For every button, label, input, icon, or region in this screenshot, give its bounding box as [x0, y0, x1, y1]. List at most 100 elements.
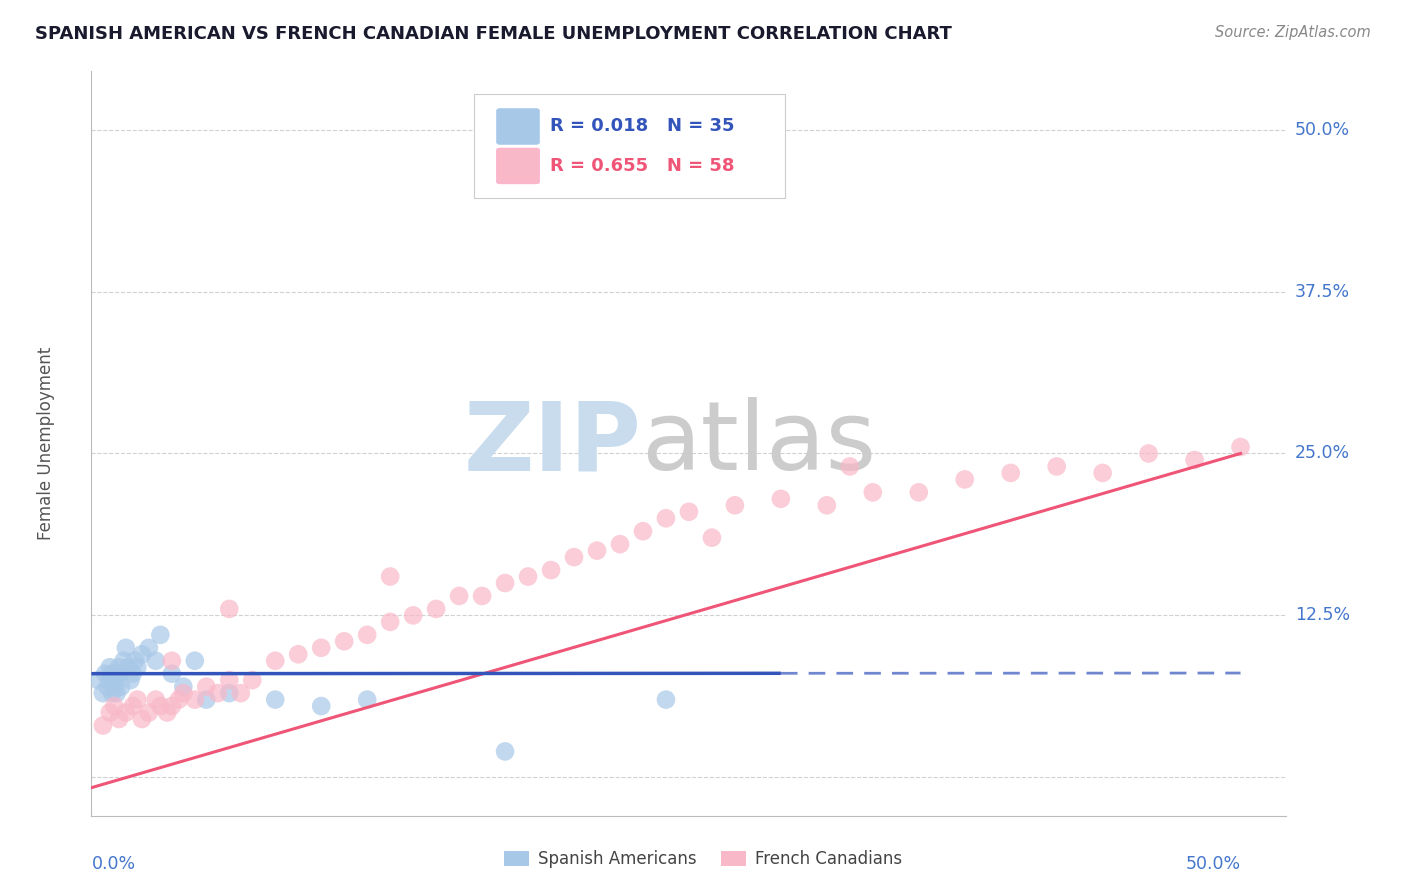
Point — [160, 666, 183, 681]
Point — [309, 699, 332, 714]
Point — [356, 692, 378, 706]
Point — [145, 654, 167, 668]
Point — [172, 686, 194, 700]
Point — [103, 673, 125, 688]
Point — [115, 640, 138, 655]
FancyBboxPatch shape — [496, 109, 540, 145]
Point — [449, 589, 471, 603]
Point — [138, 706, 160, 720]
Text: 37.5%: 37.5% — [1295, 283, 1350, 301]
Point — [655, 511, 678, 525]
Point — [1184, 453, 1206, 467]
Point — [108, 712, 131, 726]
Point — [378, 615, 402, 629]
Point — [586, 543, 609, 558]
Text: 12.5%: 12.5% — [1295, 607, 1350, 624]
Point — [131, 712, 153, 726]
FancyBboxPatch shape — [474, 94, 785, 198]
Point — [1229, 440, 1251, 454]
Text: R = 0.018   N = 35: R = 0.018 N = 35 — [550, 118, 735, 136]
Point — [149, 699, 172, 714]
Point — [91, 718, 114, 732]
Point — [94, 666, 117, 681]
Point — [562, 550, 585, 565]
Point — [91, 686, 114, 700]
Point — [184, 654, 207, 668]
Text: Source: ZipAtlas.com: Source: ZipAtlas.com — [1215, 25, 1371, 40]
Point — [101, 666, 124, 681]
Point — [378, 569, 402, 583]
Point — [494, 576, 516, 591]
Point — [309, 640, 332, 655]
Point — [110, 680, 132, 694]
Point — [1000, 466, 1022, 480]
Point — [105, 686, 128, 700]
Point — [218, 673, 240, 688]
Point — [149, 628, 172, 642]
Point — [907, 485, 929, 500]
Point — [98, 660, 121, 674]
Point — [862, 485, 884, 500]
Text: SPANISH AMERICAN VS FRENCH CANADIAN FEMALE UNEMPLOYMENT CORRELATION CHART: SPANISH AMERICAN VS FRENCH CANADIAN FEMA… — [35, 25, 952, 43]
Point — [195, 680, 218, 694]
Point — [609, 537, 631, 551]
Point — [264, 654, 287, 668]
Point — [195, 692, 218, 706]
Point — [540, 563, 562, 577]
Point — [112, 654, 135, 668]
Point — [240, 673, 263, 688]
Point — [131, 647, 153, 661]
Point — [103, 680, 125, 694]
Point — [167, 692, 190, 706]
Point — [207, 686, 229, 700]
Legend: Spanish Americans, French Canadians: Spanish Americans, French Canadians — [498, 844, 908, 875]
Point — [264, 692, 287, 706]
Point — [108, 660, 131, 674]
Point — [87, 673, 110, 688]
Point — [724, 498, 747, 512]
Point — [98, 673, 121, 688]
Point — [425, 602, 447, 616]
Point — [184, 692, 207, 706]
Point — [678, 505, 700, 519]
Point — [156, 706, 179, 720]
FancyBboxPatch shape — [496, 148, 540, 184]
Point — [333, 634, 356, 648]
Point — [108, 666, 131, 681]
Text: 0.0%: 0.0% — [91, 855, 135, 873]
Point — [838, 459, 860, 474]
Point — [103, 699, 125, 714]
Point — [120, 673, 142, 688]
Point — [138, 640, 160, 655]
Point — [218, 686, 240, 700]
Point — [145, 692, 167, 706]
Text: ZIP: ZIP — [463, 397, 641, 491]
Point — [160, 654, 183, 668]
Point — [121, 666, 143, 681]
Point — [287, 647, 309, 661]
Point — [98, 706, 121, 720]
Point — [953, 472, 976, 486]
Point — [402, 608, 425, 623]
Point — [121, 699, 143, 714]
Point — [160, 699, 183, 714]
Text: 50.0%: 50.0% — [1295, 120, 1350, 138]
Point — [115, 706, 138, 720]
Point — [769, 491, 792, 506]
Text: R = 0.655   N = 58: R = 0.655 N = 58 — [550, 157, 735, 175]
Point — [124, 654, 146, 668]
Point — [172, 680, 194, 694]
Point — [127, 692, 149, 706]
Point — [1091, 466, 1114, 480]
Text: 25.0%: 25.0% — [1295, 444, 1350, 462]
Text: atlas: atlas — [641, 397, 876, 491]
Point — [631, 524, 654, 539]
Point — [96, 680, 118, 694]
Point — [517, 569, 540, 583]
Point — [127, 660, 149, 674]
Point — [471, 589, 494, 603]
Point — [117, 660, 139, 674]
Point — [229, 686, 252, 700]
Text: Female Unemployment: Female Unemployment — [37, 347, 55, 541]
Point — [700, 531, 723, 545]
